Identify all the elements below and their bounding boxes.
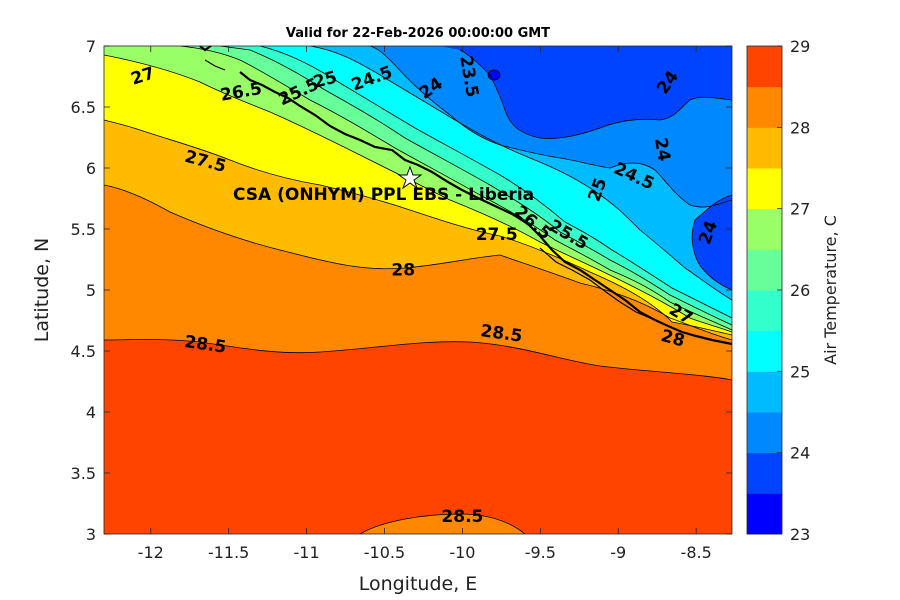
- colorbar: 23 24 25 26 27 28 29: [746, 37, 810, 544]
- chart-title: Valid for 22-Feb-2026 00:00:00 GMT: [286, 26, 550, 41]
- colorbar-swatch: [747, 46, 782, 88]
- colorbar-tick-label: 23: [790, 525, 810, 544]
- y-tick-label: 5.5: [71, 220, 96, 239]
- x-axis-ticks: -12 -11.5 -11 -10.5 -10 -9.5 -9 -8.5: [138, 46, 712, 562]
- contour-line-28: [104, 184, 732, 341]
- y-tick-label: 7: [86, 37, 96, 56]
- contour-label: 28: [391, 260, 415, 280]
- contour-line-25.5: [259, 46, 732, 319]
- colorbar-swatch: [747, 330, 782, 372]
- contour-label: 24: [650, 136, 674, 163]
- y-tick-label: 6.5: [71, 98, 96, 117]
- x-tick-label: -11.5: [208, 543, 249, 562]
- contour-line-28.5: [104, 339, 732, 381]
- colorbar-swatch: [747, 290, 782, 332]
- contour-line-24.5: [369, 46, 732, 208]
- colorbar-swatch: [747, 208, 782, 250]
- y-tick-label: 3.5: [71, 464, 96, 483]
- colorbar-tick-label: 27: [790, 200, 810, 219]
- station-label: CSA (ONHYM) PPL EBS - Liberia: [233, 185, 534, 205]
- station-star-icon: [397, 165, 423, 190]
- colorbar-swatch: [747, 412, 782, 454]
- band-28-28.5-lower: [360, 514, 525, 534]
- coastline-inner: [204, 59, 651, 319]
- contour-line-24-north: [459, 49, 732, 139]
- y-tick-label: 5: [86, 281, 96, 300]
- band-23.5-24-east: [692, 195, 732, 290]
- colorbar-swatch: [747, 249, 782, 291]
- y-tick-label: 3: [86, 525, 96, 544]
- contour-label: 28.5: [441, 507, 483, 527]
- station-marker: CSA (ONHYM) PPL EBS - Liberia: [233, 165, 534, 205]
- y-axis-label: Latitude, N: [31, 238, 53, 343]
- colorbar-swatch: [747, 127, 782, 169]
- contour-line-28-south: [359, 513, 526, 534]
- colorbar-tick-label: 25: [790, 362, 810, 381]
- colorbar-swatch: [747, 452, 782, 494]
- y-tick-label: 6: [86, 159, 96, 178]
- colorbar-tick-label: 26: [790, 281, 810, 300]
- colorbar-swatch: [747, 371, 782, 413]
- colorbar-swatch: [747, 493, 782, 535]
- colorbar-tick-label: 29: [790, 37, 810, 56]
- contour-line-25: [309, 46, 732, 301]
- x-tick-label: -11: [294, 543, 320, 562]
- contour-lines: [104, 46, 732, 534]
- colorbar-tick-label: 24: [790, 444, 810, 463]
- contour-line-27.5: [104, 119, 732, 336]
- x-axis-label: Longitude, E: [359, 573, 478, 595]
- contour-line-27: [104, 54, 732, 333]
- colorbar-label: Air Temperature, C: [821, 215, 840, 365]
- x-tick-label: -10.5: [364, 543, 405, 562]
- contour-line-26.5: [179, 46, 732, 331]
- x-tick-label: -9: [610, 543, 626, 562]
- colorbar-swatch: [747, 86, 782, 128]
- x-tick-label: -8.5: [681, 543, 712, 562]
- y-tick-label: 4.5: [71, 342, 96, 361]
- x-tick-label: -9.5: [525, 543, 556, 562]
- x-tick-label: -10: [449, 543, 475, 562]
- colorbar-swatch: [747, 168, 782, 210]
- band-23.5-24-north: [440, 46, 732, 139]
- contour-line-24-east: [691, 194, 732, 291]
- coastline: [199, 46, 732, 346]
- plot-area: [104, 46, 732, 534]
- y-axis-ticks: 3 3.5 4 4.5 5 5.5 6 6.5 7: [71, 37, 732, 544]
- colorbar-tick-label: 28: [790, 118, 810, 137]
- contour-line-26: [219, 46, 732, 326]
- y-tick-label: 4: [86, 403, 96, 422]
- contour-label: 27.5: [476, 225, 518, 245]
- x-tick-label: -12: [138, 543, 164, 562]
